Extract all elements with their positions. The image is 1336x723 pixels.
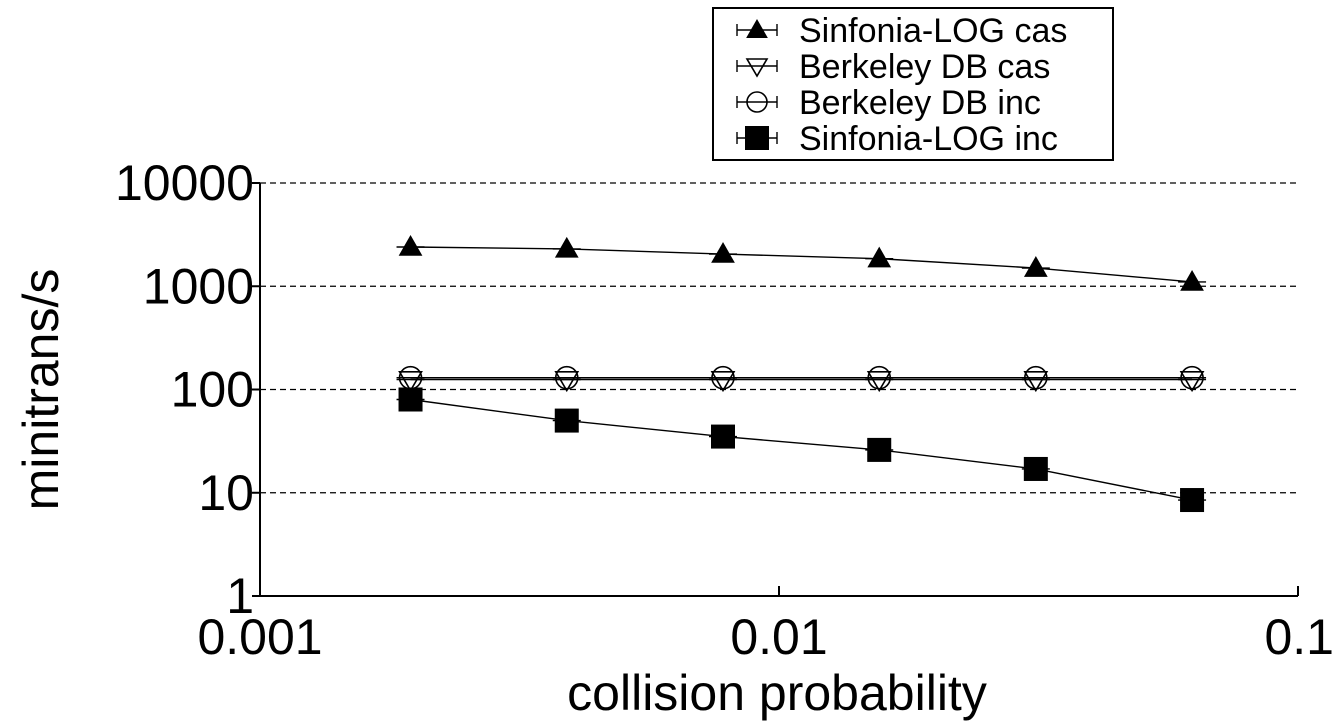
- x-axis-title: collision probability: [567, 665, 987, 721]
- triangle-up-marker: [867, 246, 892, 268]
- square-marker: [1180, 488, 1205, 513]
- x-tick-label: 0.1: [1264, 609, 1334, 665]
- legend-label: Berkeley DB inc: [799, 84, 1041, 122]
- triangle-up-marker: [554, 236, 579, 258]
- y-tick-label: 1: [226, 568, 254, 624]
- legend-label: Berkeley DB cas: [799, 48, 1050, 86]
- square-marker: [1023, 456, 1048, 481]
- triangle-up-marker: [1180, 269, 1204, 291]
- circle-marker: [1024, 365, 1048, 390]
- circle-marker: [746, 91, 768, 113]
- y-axis-title: minitrans/s: [13, 269, 69, 511]
- triangle-down-marker: [710, 370, 736, 393]
- triangle-down-marker: [866, 370, 892, 393]
- series-lines: [410, 246, 1193, 501]
- triangle-up-marker: [711, 242, 735, 263]
- triangle-up-marker: [398, 234, 423, 256]
- square-marker: [745, 126, 769, 150]
- square-marker: [710, 424, 735, 449]
- circle-marker: [554, 365, 579, 390]
- triangle-down-marker: [1023, 370, 1049, 393]
- tick-labels: 1 10 100 1000 10000 0.001 0.01 0.1: [115, 155, 1334, 665]
- series-line: [410, 246, 1193, 283]
- x-tick-label: 0.001: [197, 609, 322, 665]
- square-marker: [398, 387, 423, 412]
- square-marker: [867, 437, 892, 462]
- series-line: [410, 398, 1193, 501]
- triangle-down-marker: [554, 370, 580, 393]
- y-tick-label: 100: [171, 362, 254, 418]
- data-markers: [396, 234, 1207, 513]
- legend-label: Sinfonia-LOG cas: [799, 12, 1067, 50]
- grid-lines: [260, 182, 1298, 494]
- y-tick-label: 10000: [115, 155, 254, 211]
- y-tick-label: 1000: [143, 258, 254, 314]
- legend-box: [712, 7, 1114, 161]
- circle-marker: [711, 365, 735, 390]
- triangle-down-marker: [1179, 370, 1205, 393]
- triangle-up-marker: [746, 18, 768, 38]
- square-marker: [554, 408, 579, 433]
- circle-marker: [867, 365, 892, 390]
- y-tick-label: 10: [198, 465, 254, 521]
- triangle-down-marker: [398, 370, 423, 393]
- triangle-up-marker: [1023, 256, 1048, 277]
- triangle-down-marker: [745, 58, 769, 78]
- circle-marker: [1180, 365, 1204, 390]
- x-tick-label: 0.01: [730, 609, 827, 665]
- legend-label: Sinfonia-LOG inc: [799, 120, 1058, 158]
